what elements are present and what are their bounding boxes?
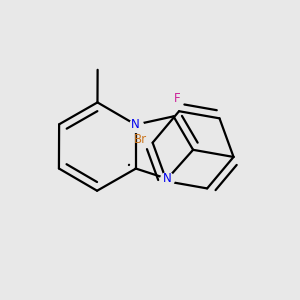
Text: N: N: [163, 172, 172, 185]
Text: N: N: [131, 118, 140, 131]
Text: F: F: [174, 92, 181, 105]
Text: Br: Br: [134, 133, 147, 146]
